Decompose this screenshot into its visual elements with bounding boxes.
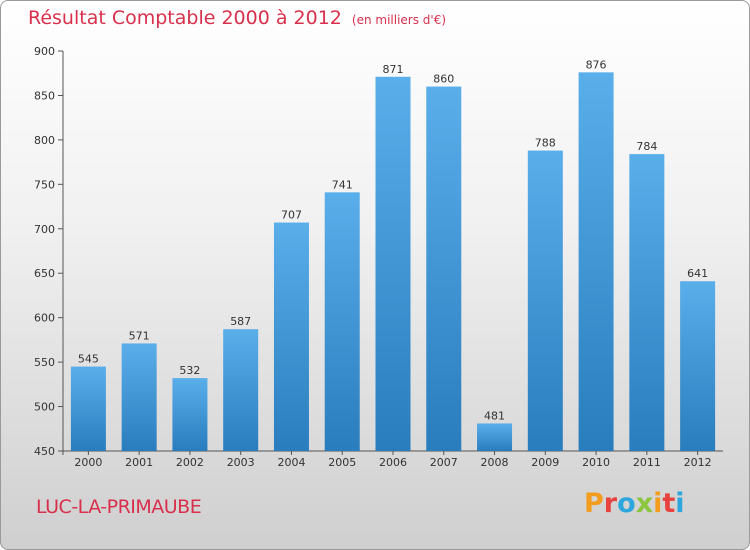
- chart-unit: (en milliers d'€): [351, 13, 447, 27]
- bar: [375, 76, 411, 452]
- logo-letter: t: [662, 488, 676, 519]
- logo-letter: i: [675, 488, 685, 519]
- y-tick-label: 550: [34, 356, 55, 369]
- bar-value-label: 784: [636, 140, 657, 153]
- proxiti-logo[interactable]: Proxiti: [584, 488, 685, 519]
- bar: [426, 86, 462, 452]
- y-tick-label: 750: [34, 178, 55, 191]
- x-tick-label: 2012: [684, 456, 712, 469]
- bar-value-label: 860: [433, 73, 454, 86]
- logo-letter: r: [603, 488, 618, 519]
- x-tick-label: 2006: [379, 456, 407, 469]
- bar: [578, 72, 614, 451]
- x-tick-label: 2011: [633, 456, 661, 469]
- bar-value-label: 587: [230, 315, 251, 328]
- x-tick-label: 2005: [328, 456, 356, 469]
- bar: [324, 192, 360, 452]
- bar: [477, 423, 513, 451]
- x-tick-label: 2003: [227, 456, 255, 469]
- y-tick-label: 900: [34, 45, 55, 58]
- city-name: LUC-LA-PRIMAUBE: [36, 496, 202, 518]
- logo-letter: o: [617, 488, 636, 519]
- y-tick-label: 600: [34, 312, 55, 325]
- bar-value-label: 788: [535, 137, 556, 150]
- bar: [629, 154, 665, 451]
- bar-value-label: 545: [78, 353, 99, 366]
- bar-value-label: 871: [383, 63, 404, 76]
- bars: 545 571 532 587 707 741 871 860 481 788 876 784 641: [70, 58, 716, 452]
- logo-letter: x: [635, 488, 654, 519]
- x-tick-label: 2004: [277, 456, 305, 469]
- bar: [527, 150, 563, 452]
- bar-value-label: 707: [281, 209, 302, 222]
- logo-letter: i: [653, 488, 663, 519]
- chart-title-text: Résultat Comptable 2000 à 2012: [28, 7, 342, 29]
- bar: [223, 329, 259, 451]
- x-tick-label: 2002: [176, 456, 204, 469]
- x-tick-label: 2010: [582, 456, 610, 469]
- bar: [273, 222, 309, 451]
- bar-value-label: 532: [179, 364, 200, 377]
- logo-letter: P: [584, 488, 604, 519]
- y-tick-label: 650: [34, 267, 55, 280]
- y-tick-label: 500: [34, 401, 55, 414]
- bar: [680, 281, 716, 451]
- y-tick-label: 800: [34, 134, 55, 147]
- bar: [70, 366, 106, 451]
- bar-value-label: 741: [332, 178, 353, 191]
- x-tick-label: 2009: [531, 456, 559, 469]
- bar-value-label: 481: [484, 409, 505, 422]
- bar-value-label: 641: [687, 267, 708, 280]
- x-tick-label: 2007: [430, 456, 458, 469]
- bar-value-label: 571: [129, 329, 150, 342]
- chart-title: Résultat Comptable 2000 à 2012 (en millie…: [28, 7, 446, 29]
- bar: [172, 378, 208, 451]
- y-tick-label: 700: [34, 223, 55, 236]
- x-tick-label: 2008: [481, 456, 509, 469]
- bar: [121, 343, 157, 451]
- y-tick-label: 450: [34, 445, 55, 458]
- y-tick-label: 850: [34, 89, 55, 102]
- bar-value-label: 876: [586, 58, 607, 71]
- x-tick-label: 2000: [74, 456, 102, 469]
- x-tick-label: 2001: [125, 456, 153, 469]
